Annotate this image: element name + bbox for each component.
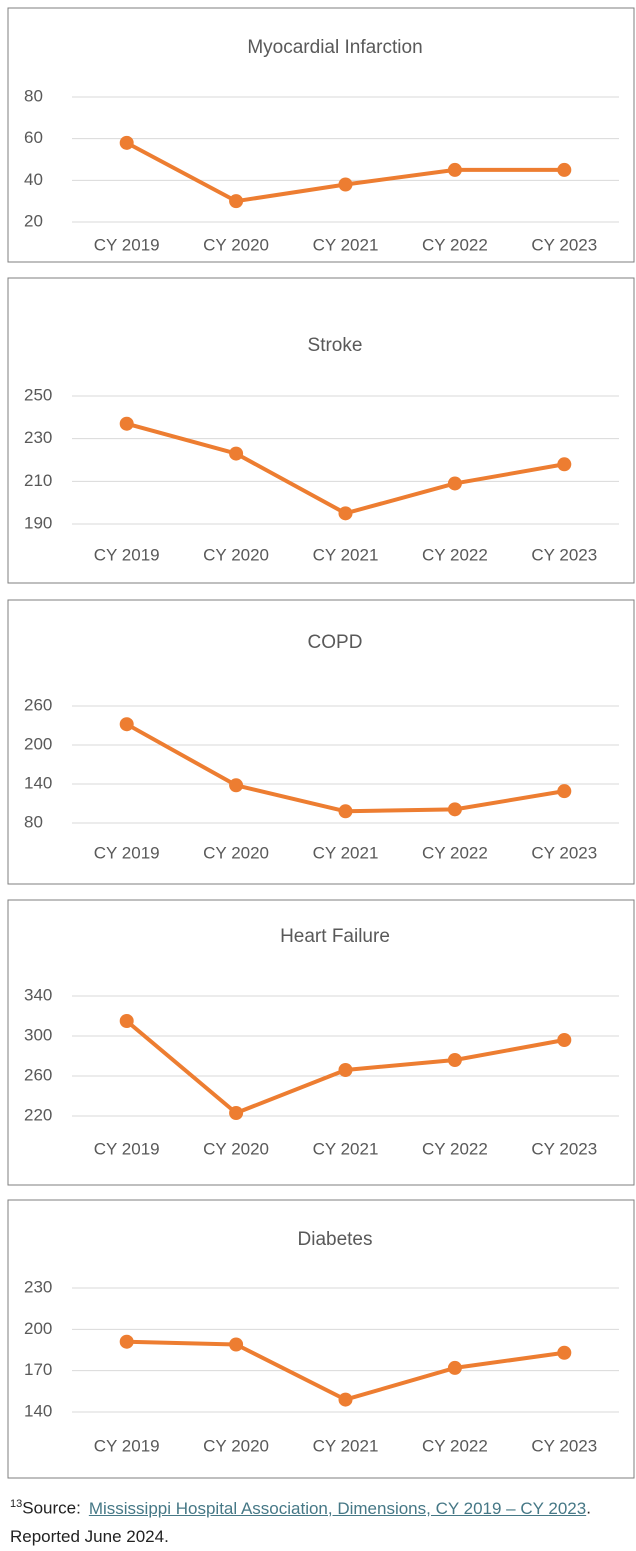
x-tick-label: CY 2019 xyxy=(94,545,160,564)
x-tick-label: CY 2020 xyxy=(203,1139,269,1158)
x-tick-label: CY 2021 xyxy=(313,843,379,862)
data-point xyxy=(557,1345,572,1360)
data-point xyxy=(447,476,462,491)
y-tick-label: 60 xyxy=(24,128,43,147)
y-tick-label: 230 xyxy=(24,1277,52,1296)
y-tick-label: 40 xyxy=(24,170,43,189)
footnote: 13Source: Mississippi Hospital Associatio… xyxy=(10,1490,620,1551)
chart-title: Heart Failure xyxy=(280,926,390,947)
x-tick-label: CY 2023 xyxy=(531,843,597,862)
data-point xyxy=(338,1392,353,1407)
data-point xyxy=(447,162,462,177)
data-point xyxy=(229,446,244,461)
data-point xyxy=(229,778,244,793)
chart-title: Myocardial Infarction xyxy=(247,37,422,58)
y-tick-label: 230 xyxy=(24,428,52,447)
x-tick-label: CY 2019 xyxy=(94,235,160,254)
x-tick-label: CY 2020 xyxy=(203,843,269,862)
x-tick-label: CY 2019 xyxy=(94,1139,160,1158)
charts: Myocardial Infarction 20 40 60 80 CY 2019 CY 2… xyxy=(7,7,635,1479)
y-tick-label: 170 xyxy=(24,1360,52,1379)
y-tick-label: 200 xyxy=(24,734,52,753)
x-tick-label: CY 2022 xyxy=(422,545,488,564)
x-tick-label: CY 2022 xyxy=(422,1436,488,1455)
data-point xyxy=(119,416,134,431)
chart-title: COPD xyxy=(308,632,363,653)
data-point xyxy=(229,194,244,209)
chart-frame xyxy=(7,7,635,263)
x-tick-label: CY 2021 xyxy=(313,1436,379,1455)
data-point xyxy=(119,1334,134,1349)
data-point xyxy=(119,1014,134,1028)
y-tick-label: 80 xyxy=(24,86,43,105)
y-tick-label: 200 xyxy=(24,1319,52,1338)
x-tick-label: CY 2022 xyxy=(422,1139,488,1158)
y-tick-label: 250 xyxy=(24,385,52,404)
footnote-marker: 13 xyxy=(10,1498,23,1510)
source-link[interactable]: Mississippi Hospital Association, Dimens… xyxy=(88,1498,587,1518)
data-line xyxy=(125,141,565,204)
data-line xyxy=(126,421,565,516)
x-tick-label: CY 2023 xyxy=(531,235,597,254)
data-point xyxy=(338,1063,353,1077)
data-point xyxy=(338,506,353,521)
y-tick-label: 140 xyxy=(24,773,52,792)
data-point xyxy=(447,802,462,817)
footnote-suffix: . Reported June 2024. xyxy=(10,1498,591,1546)
footnote-prefix: Source: xyxy=(22,1498,81,1518)
x-tick-label: CY 2020 xyxy=(203,235,269,254)
data-line xyxy=(125,722,565,814)
y-tick-label: 260 xyxy=(24,695,52,714)
x-tick-label: CY 2021 xyxy=(313,1139,379,1158)
y-tick-label: 260 xyxy=(24,1065,52,1084)
x-tick-label: CY 2022 xyxy=(422,843,488,862)
x-tick-label: CY 2023 xyxy=(531,1436,597,1455)
data-point xyxy=(557,457,572,472)
x-tick-label: CY 2019 xyxy=(94,1436,160,1455)
x-tick-label: CY 2021 xyxy=(313,545,379,564)
data-point xyxy=(229,1337,244,1352)
data-point xyxy=(447,1360,462,1375)
data-point xyxy=(119,135,134,150)
chart-frame xyxy=(7,599,635,885)
y-tick-label: 20 xyxy=(24,211,43,230)
data-point xyxy=(119,717,134,732)
x-tick-label: CY 2022 xyxy=(422,235,488,254)
data-point xyxy=(229,1106,244,1120)
y-tick-label: 210 xyxy=(24,471,52,490)
chart-title: Diabetes xyxy=(298,1229,373,1250)
data-point xyxy=(557,784,572,799)
data-point xyxy=(557,1033,572,1047)
y-tick-label: 140 xyxy=(24,1401,52,1420)
x-tick-label: CY 2023 xyxy=(531,545,597,564)
chart-frame xyxy=(7,1199,635,1479)
x-tick-label: CY 2023 xyxy=(531,1139,597,1158)
data-point xyxy=(557,162,572,177)
data-point xyxy=(338,177,353,192)
x-tick-label: CY 2021 xyxy=(313,235,379,254)
y-tick-label: 300 xyxy=(24,1025,52,1044)
y-tick-label: 190 xyxy=(24,513,52,532)
data-point xyxy=(447,1053,462,1067)
chart-title: Stroke xyxy=(308,335,363,356)
x-tick-label: CY 2020 xyxy=(203,545,269,564)
x-tick-label: CY 2020 xyxy=(203,1436,269,1455)
chart-frame xyxy=(7,277,635,584)
y-tick-label: 80 xyxy=(24,812,43,831)
x-tick-label: CY 2019 xyxy=(94,843,160,862)
chart-frame xyxy=(7,899,635,1186)
y-tick-label: 220 xyxy=(24,1105,52,1124)
data-point xyxy=(338,804,353,819)
y-tick-label: 340 xyxy=(24,985,52,1004)
